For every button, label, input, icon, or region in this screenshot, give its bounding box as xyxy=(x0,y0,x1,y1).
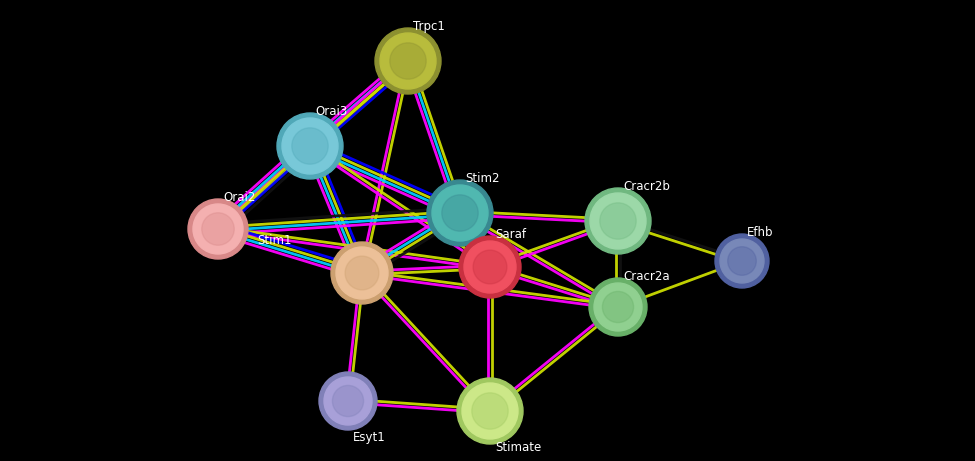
Text: Esyt1: Esyt1 xyxy=(353,431,386,444)
Text: Stimate: Stimate xyxy=(495,441,541,454)
Circle shape xyxy=(457,378,523,444)
Circle shape xyxy=(332,385,364,417)
Circle shape xyxy=(473,250,507,284)
Circle shape xyxy=(375,28,441,94)
Circle shape xyxy=(585,188,651,254)
Text: Trpc1: Trpc1 xyxy=(413,20,445,33)
Circle shape xyxy=(594,283,642,331)
Circle shape xyxy=(603,291,634,323)
Text: Efhb: Efhb xyxy=(747,226,773,239)
Circle shape xyxy=(472,393,508,429)
Circle shape xyxy=(282,118,338,174)
Circle shape xyxy=(464,241,516,293)
Text: Cracr2b: Cracr2b xyxy=(623,180,670,193)
Text: Stim2: Stim2 xyxy=(465,172,499,185)
Circle shape xyxy=(462,383,518,439)
Text: Orai3: Orai3 xyxy=(315,105,347,118)
Circle shape xyxy=(720,239,764,283)
Circle shape xyxy=(590,193,646,249)
Circle shape xyxy=(432,185,488,241)
Text: Stim1: Stim1 xyxy=(257,234,292,247)
Text: Saraf: Saraf xyxy=(495,228,526,241)
Circle shape xyxy=(380,33,436,89)
Circle shape xyxy=(727,247,757,275)
Circle shape xyxy=(319,372,377,430)
Circle shape xyxy=(715,234,769,288)
Circle shape xyxy=(459,236,521,298)
Circle shape xyxy=(345,256,379,290)
Circle shape xyxy=(442,195,478,231)
Circle shape xyxy=(427,180,493,246)
Circle shape xyxy=(188,199,248,259)
Circle shape xyxy=(292,128,329,164)
Circle shape xyxy=(277,113,343,179)
Circle shape xyxy=(390,43,426,79)
Circle shape xyxy=(589,278,647,336)
Text: Cracr2a: Cracr2a xyxy=(623,270,670,283)
Circle shape xyxy=(202,213,234,245)
Circle shape xyxy=(336,247,388,299)
Text: Orai2: Orai2 xyxy=(223,191,255,204)
Circle shape xyxy=(324,377,372,425)
Circle shape xyxy=(600,203,637,239)
Circle shape xyxy=(331,242,393,304)
Circle shape xyxy=(193,204,243,254)
